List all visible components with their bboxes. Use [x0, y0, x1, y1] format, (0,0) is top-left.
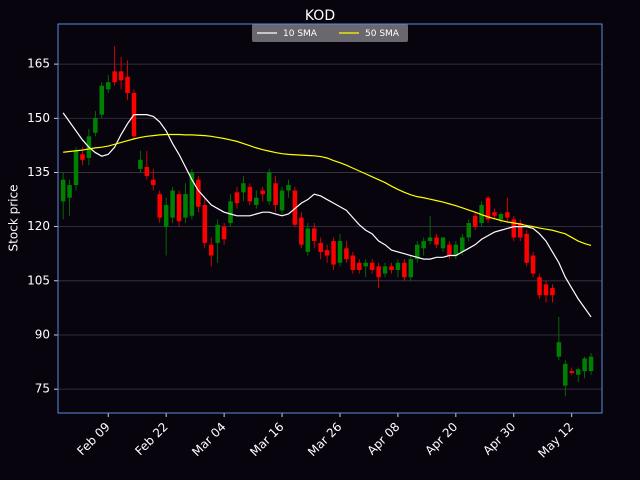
candle-body: [151, 179, 156, 186]
candle-body: [60, 179, 66, 202]
candle-body: [550, 288, 555, 296]
y-tick-label: 120: [27, 219, 50, 233]
legend-label: 50 SMA: [365, 29, 400, 39]
candle-body: [414, 244, 420, 260]
candle-body: [434, 237, 439, 245]
candle-body: [208, 244, 214, 256]
chart-title: KOD: [305, 8, 335, 24]
candle-body: [556, 342, 562, 357]
candle-body: [202, 204, 208, 243]
candle-body: [254, 197, 259, 205]
legend: 10 SMA 50 SMA: [252, 24, 408, 42]
y-tick-label: 75: [35, 382, 50, 396]
candle-body: [382, 266, 388, 274]
candle-body: [363, 262, 368, 267]
candle-body: [125, 76, 130, 93]
candle-body: [318, 242, 323, 252]
candle-body: [389, 266, 394, 270]
candle-body: [588, 356, 594, 372]
candle-body: [99, 85, 105, 115]
candle-body: [524, 233, 529, 263]
candle-body: [369, 262, 375, 270]
candle-body: [485, 197, 491, 220]
candle-body: [266, 172, 272, 202]
candle-body: [331, 241, 336, 265]
candle-body: [453, 244, 459, 256]
candle-body: [286, 185, 291, 191]
candle-body: [189, 172, 195, 216]
y-tick-label: 135: [27, 165, 50, 179]
candle-body: [299, 217, 304, 245]
y-tick-label: 165: [27, 57, 50, 71]
candle-body: [350, 255, 356, 270]
candle-body: [118, 71, 124, 81]
candle-body: [247, 186, 253, 202]
legend-box: [252, 24, 408, 42]
y-tick-label: 105: [27, 273, 50, 287]
y-tick-label: 90: [35, 327, 50, 341]
candle-body: [498, 213, 504, 220]
candle-body: [196, 179, 201, 207]
candle-body: [575, 369, 581, 375]
candle-body: [234, 192, 240, 204]
candle-body: [170, 190, 175, 218]
candle-body: [228, 201, 233, 224]
candle-body: [582, 358, 587, 372]
candle-body: [376, 266, 381, 278]
y-axis-label: Stock price: [7, 185, 21, 252]
candle-body: [537, 277, 542, 296]
candle-body: [517, 223, 523, 238]
candle-body: [305, 228, 311, 252]
candle-body: [176, 194, 182, 222]
candle-body: [472, 215, 478, 227]
candle-body: [144, 167, 150, 177]
candle-body: [163, 204, 169, 227]
candle-body: [466, 223, 471, 238]
candle-body: [292, 190, 298, 225]
candle-body: [215, 224, 220, 243]
candle-body: [311, 228, 317, 242]
candle-body: [105, 82, 111, 90]
candle-body: [221, 226, 227, 240]
candle-body: [138, 159, 143, 169]
candle-body: [408, 259, 414, 278]
candle-body: [427, 237, 433, 242]
candle-body: [479, 204, 484, 224]
candle-body: [260, 190, 265, 195]
candle-body: [563, 363, 568, 386]
candle-body: [324, 250, 330, 256]
axes-frame: [57, 23, 603, 414]
candle-body: [73, 150, 79, 186]
candle-body: [569, 371, 574, 373]
candle-body: [505, 212, 510, 218]
candle-body: [279, 190, 285, 211]
legend-label: 10 SMA: [283, 29, 318, 39]
y-tick-label: 150: [27, 111, 50, 125]
candle-body: [157, 194, 162, 218]
sma-line: [63, 133, 592, 246]
candle-body: [67, 185, 72, 198]
candle-body: [80, 154, 85, 160]
candle-body: [357, 262, 362, 270]
candle-body: [344, 248, 349, 260]
candle-body: [112, 71, 117, 83]
candle-body: [337, 241, 343, 263]
candle-body: [530, 255, 536, 274]
candle-body: [460, 237, 465, 252]
candle-body: [511, 219, 517, 238]
candle-body: [440, 237, 446, 249]
candle-body: [395, 262, 401, 270]
candle-body: [93, 118, 98, 133]
candle-body: [241, 183, 246, 193]
candle-body: [183, 194, 188, 218]
candle-body: [273, 183, 278, 205]
sma-line: [62, 112, 592, 318]
candle-body: [543, 284, 549, 296]
candle-body: [402, 262, 407, 278]
candle-body: [492, 212, 497, 216]
candle-body: [421, 241, 426, 249]
candle-body: [447, 244, 452, 256]
